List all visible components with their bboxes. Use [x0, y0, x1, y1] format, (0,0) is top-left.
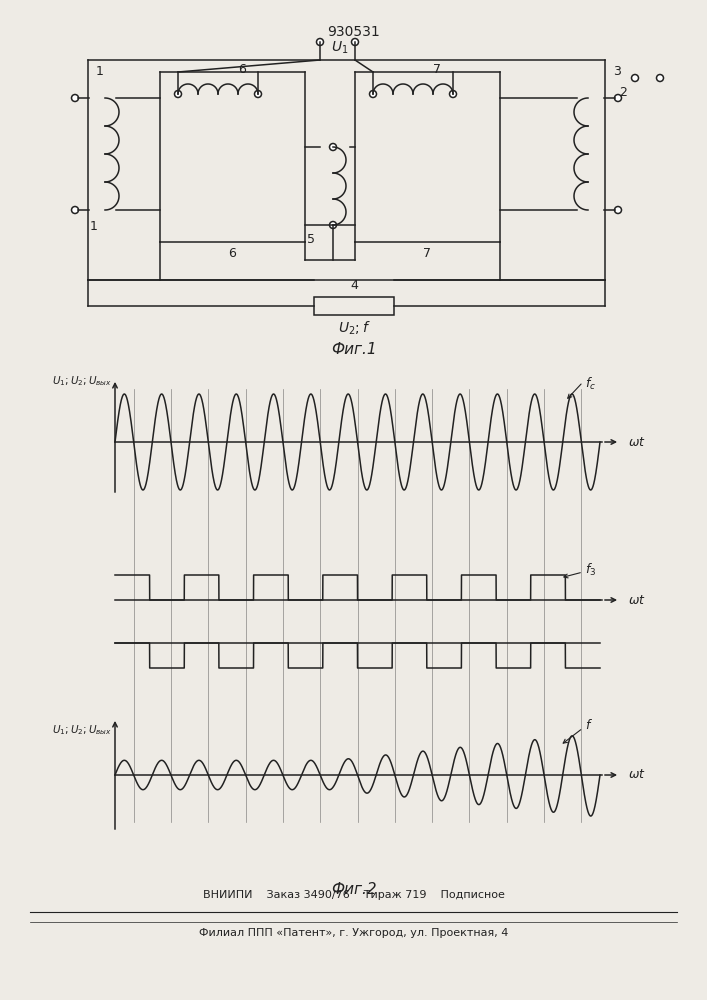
- Circle shape: [351, 38, 358, 45]
- Text: 930531: 930531: [327, 25, 380, 39]
- Circle shape: [317, 38, 324, 45]
- Circle shape: [614, 95, 621, 102]
- Text: $\omega t$: $\omega t$: [628, 436, 645, 448]
- Text: 1: 1: [90, 220, 98, 233]
- Text: 7: 7: [433, 63, 441, 76]
- Circle shape: [71, 207, 78, 214]
- Circle shape: [614, 207, 621, 214]
- Text: 6: 6: [238, 63, 247, 76]
- Text: $f_c$: $f_c$: [585, 376, 596, 392]
- Text: $f_3$: $f_3$: [585, 562, 596, 578]
- Text: 6: 6: [228, 247, 236, 260]
- Circle shape: [631, 75, 638, 82]
- Circle shape: [71, 95, 78, 102]
- Bar: [314, 297, 394, 315]
- Text: 5: 5: [307, 233, 315, 246]
- Circle shape: [657, 75, 663, 82]
- Text: 4: 4: [350, 279, 358, 292]
- Text: $U_1; U_2; U_{вых}$: $U_1; U_2; U_{вых}$: [52, 723, 112, 737]
- Circle shape: [329, 143, 337, 150]
- Text: Фиг.2: Фиг.2: [331, 882, 377, 897]
- Circle shape: [370, 91, 377, 98]
- Text: 7: 7: [423, 247, 431, 260]
- Text: $U_1; U_2; U_{вых}$: $U_1; U_2; U_{вых}$: [52, 374, 112, 388]
- Text: 2: 2: [619, 86, 627, 99]
- Circle shape: [329, 222, 337, 229]
- Text: ВНИИПИ    Заказ 3490/76    Тираж 719    Подписное: ВНИИПИ Заказ 3490/76 Тираж 719 Подписное: [203, 890, 505, 900]
- Text: $\omega t$: $\omega t$: [628, 768, 645, 782]
- Text: Фиг.1: Фиг.1: [331, 342, 377, 357]
- Text: $U_1$: $U_1$: [332, 40, 349, 56]
- Circle shape: [175, 91, 182, 98]
- Circle shape: [450, 91, 457, 98]
- Text: $f$: $f$: [585, 718, 593, 732]
- Text: $U_2; f$: $U_2; f$: [338, 320, 370, 337]
- Text: 1: 1: [96, 65, 104, 78]
- Text: 3: 3: [613, 65, 621, 78]
- Text: $\omega t$: $\omega t$: [628, 593, 645, 606]
- Text: Филиал ППП «Патент», г. Ужгород, ул. Проектная, 4: Филиал ППП «Патент», г. Ужгород, ул. Про…: [199, 928, 509, 938]
- Circle shape: [255, 91, 262, 98]
